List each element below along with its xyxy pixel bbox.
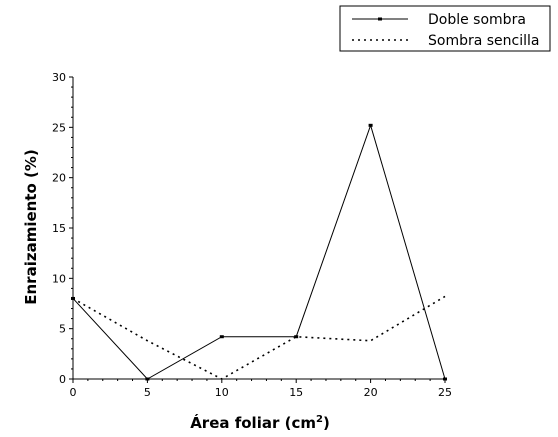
series-group <box>71 123 447 381</box>
x-axis-title-main: Área foliar (cm <box>190 413 316 432</box>
data-point-doble-sombra <box>145 377 150 381</box>
x-axis-title-suffix: ) <box>323 414 330 432</box>
x-tick-label: 5 <box>144 386 151 399</box>
legend: Doble sombra Sombra sencilla <box>339 5 551 52</box>
series-line-sombra-sencilla <box>72 295 446 380</box>
data-point-doble-sombra <box>443 377 447 381</box>
y-tick-label: 0 <box>59 373 66 386</box>
y-tick-label: 30 <box>52 71 66 84</box>
ticks: 0 5 10 15 20 25 30 0 5 10 15 20 25 <box>52 71 452 399</box>
data-point-doble-sombra <box>368 123 373 127</box>
y-tick-label: 10 <box>52 272 66 285</box>
legend-marker-doble-sombra <box>378 17 382 21</box>
x-axis-title: Área foliar (cm2) <box>190 413 330 432</box>
axes <box>72 77 445 380</box>
data-point-doble-sombra <box>294 335 299 339</box>
x-tick-label: 20 <box>364 386 378 399</box>
y-axis-title: Enraizamiento (%) <box>22 149 40 305</box>
x-tick-label: 10 <box>215 386 229 399</box>
y-tick-label: 20 <box>52 172 66 185</box>
x-tick-label: 25 <box>438 386 452 399</box>
x-tick-label: 15 <box>289 386 303 399</box>
x-axis-title-superscript: 2 <box>316 414 323 425</box>
y-tick-label: 25 <box>52 121 66 134</box>
x-tick-label: 0 <box>70 386 77 399</box>
legend-box <box>339 5 551 52</box>
y-tick-label: 5 <box>59 323 66 336</box>
series-line-doble-sombra <box>72 123 446 380</box>
legend-label-sombra-sencilla: Sombra sencilla <box>428 33 540 49</box>
data-point-doble-sombra <box>219 335 224 339</box>
y-tick-label: 15 <box>52 222 66 235</box>
legend-label-doble-sombra: Doble sombra <box>428 12 526 28</box>
